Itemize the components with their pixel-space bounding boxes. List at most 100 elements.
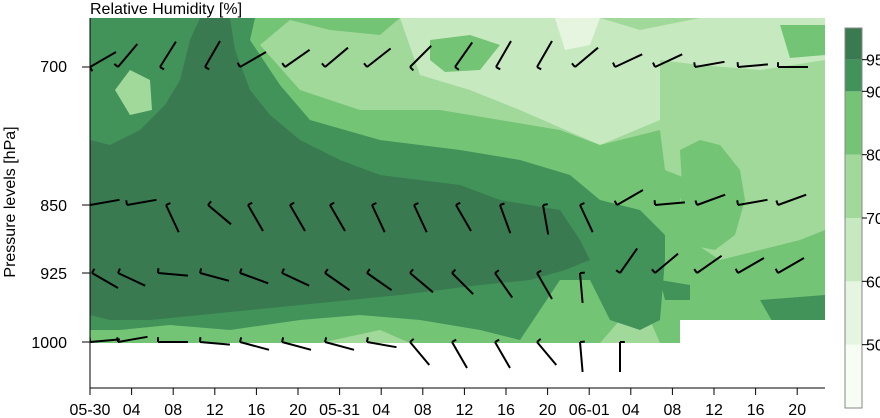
wind-barb xyxy=(693,254,723,274)
wind-barb xyxy=(117,268,146,287)
wind-barb xyxy=(613,189,644,206)
wind-barb xyxy=(409,268,434,294)
wind-barb xyxy=(455,201,472,232)
wind-barb xyxy=(207,200,232,226)
wind-barb xyxy=(536,269,553,300)
wind-barb xyxy=(281,337,312,351)
x-tick-label: 12 xyxy=(705,402,723,418)
wind-barb xyxy=(289,201,306,232)
colorbar-tick-label: 80 xyxy=(866,148,880,165)
colorbar-swatch xyxy=(845,154,862,218)
y-axis: 700 850 925 1000 xyxy=(31,59,90,352)
x-tick-label: 04 xyxy=(372,402,390,418)
rh-contour-field xyxy=(90,18,825,388)
x-tick-label: 12 xyxy=(206,402,224,418)
wind-barb xyxy=(321,46,349,68)
wind-barb xyxy=(734,257,765,274)
wind-barb xyxy=(694,193,726,206)
wind-barb xyxy=(157,268,188,277)
y-tick-label: 925 xyxy=(40,266,67,283)
x-tick-label: 08 xyxy=(664,402,682,418)
wind-barb xyxy=(775,193,807,206)
y-tick-label: 700 xyxy=(40,59,67,76)
colorbar: 50 60 70 80 90 95 xyxy=(844,27,880,409)
wind-barb xyxy=(91,268,119,289)
wind-barb xyxy=(239,337,270,351)
x-tick-label: 05-30 xyxy=(70,402,111,418)
chart-title: Relative Humidity [%] xyxy=(90,1,242,18)
wind-barb xyxy=(494,338,511,369)
wind-barb xyxy=(454,41,474,71)
x-tick-label: 12 xyxy=(456,402,474,418)
wind-barb xyxy=(653,200,685,206)
wind-barb xyxy=(495,40,512,71)
colorbar-swatch xyxy=(845,91,862,155)
wind-barb xyxy=(494,269,514,299)
x-tick-label: 05-31 xyxy=(319,402,360,418)
wind-barb xyxy=(165,202,180,233)
x-tick-label: 04 xyxy=(123,402,141,418)
wind-barb xyxy=(113,43,139,68)
wind-barb xyxy=(499,202,512,234)
colorbar-swatch xyxy=(845,344,862,408)
x-tick-label: 08 xyxy=(414,402,432,418)
wind-barb xyxy=(371,202,386,233)
wind-barb xyxy=(366,337,397,349)
wind-barb xyxy=(652,53,683,68)
colorbar-tick-label: 90 xyxy=(866,84,880,101)
y-tick-label: 1000 xyxy=(31,335,67,352)
wind-barb xyxy=(199,268,230,282)
wind-barb xyxy=(736,62,768,68)
wind-barb xyxy=(281,48,311,68)
x-axis: 05-30 04 08 12 16 20 05-31 04 08 12 16 20 06-01 04 08 1… xyxy=(70,388,806,418)
colorbar-swatch xyxy=(845,28,862,60)
wind-barb xyxy=(409,338,431,366)
wind-barb xyxy=(157,337,188,343)
x-tick-label: 08 xyxy=(164,402,182,418)
x-tick-label: 04 xyxy=(622,402,640,418)
wind-barb xyxy=(571,46,599,68)
wind-barb xyxy=(281,268,310,287)
colorbar-swatch xyxy=(845,218,862,282)
wind-barb xyxy=(204,40,221,71)
wind-barb xyxy=(451,338,468,369)
wind-barb xyxy=(693,60,725,68)
wind-barb xyxy=(409,45,432,72)
wind-barb xyxy=(579,202,594,233)
wind-barb xyxy=(451,268,474,295)
wind-barb xyxy=(651,252,679,274)
wind-barb xyxy=(777,62,808,68)
wind-barb xyxy=(324,268,351,292)
wind-barbs xyxy=(90,40,808,372)
wind-barb xyxy=(90,337,120,343)
x-tick-label: 20 xyxy=(539,402,557,418)
colorbar-tick-label: 50 xyxy=(866,338,880,355)
colorbar-swatch xyxy=(845,281,862,345)
wind-barb xyxy=(199,337,230,346)
y-axis-label: Pressure levels [hPa] xyxy=(2,126,19,277)
x-tick-label: 20 xyxy=(289,402,307,418)
x-tick-label: 16 xyxy=(497,402,515,418)
wind-barb xyxy=(239,268,269,285)
wind-barb xyxy=(247,201,264,232)
wind-barb xyxy=(774,257,805,274)
wind-barb xyxy=(159,41,177,71)
wind-barb xyxy=(619,341,625,372)
wind-barb xyxy=(615,247,639,274)
x-tick-label: 06-01 xyxy=(569,402,610,418)
y-tick-label: 850 xyxy=(40,198,67,215)
wind-barb xyxy=(324,337,355,351)
wind-barb xyxy=(579,271,585,303)
wind-barb xyxy=(90,198,120,206)
colorbar-tick-label: 95 xyxy=(866,53,880,70)
wind-barb xyxy=(363,47,392,68)
colorbar-swatch xyxy=(845,59,862,92)
wind-barb xyxy=(125,198,157,206)
x-tick-label: 16 xyxy=(747,402,765,418)
colorbar-tick-label: 70 xyxy=(866,211,880,228)
wind-barb xyxy=(736,198,768,206)
wind-barb xyxy=(579,340,585,372)
x-tick-label: 16 xyxy=(248,402,266,418)
wind-barb xyxy=(536,338,558,366)
